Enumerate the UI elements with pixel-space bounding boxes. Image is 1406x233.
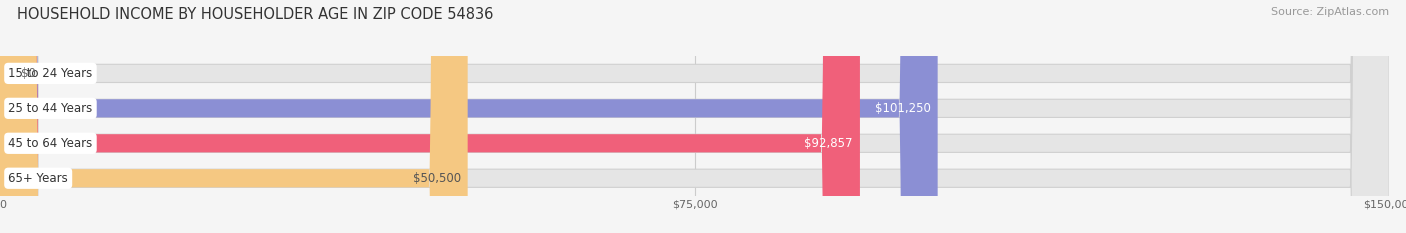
FancyBboxPatch shape xyxy=(0,0,860,233)
Text: Source: ZipAtlas.com: Source: ZipAtlas.com xyxy=(1271,7,1389,17)
Text: $50,500: $50,500 xyxy=(412,172,461,185)
Text: $101,250: $101,250 xyxy=(875,102,931,115)
Text: $0: $0 xyxy=(21,67,35,80)
Text: 45 to 64 Years: 45 to 64 Years xyxy=(8,137,93,150)
Text: 65+ Years: 65+ Years xyxy=(8,172,67,185)
Text: 25 to 44 Years: 25 to 44 Years xyxy=(8,102,93,115)
FancyBboxPatch shape xyxy=(0,0,468,233)
Text: HOUSEHOLD INCOME BY HOUSEHOLDER AGE IN ZIP CODE 54836: HOUSEHOLD INCOME BY HOUSEHOLDER AGE IN Z… xyxy=(17,7,494,22)
Text: 15 to 24 Years: 15 to 24 Years xyxy=(8,67,93,80)
FancyBboxPatch shape xyxy=(0,0,938,233)
Text: $92,857: $92,857 xyxy=(804,137,853,150)
